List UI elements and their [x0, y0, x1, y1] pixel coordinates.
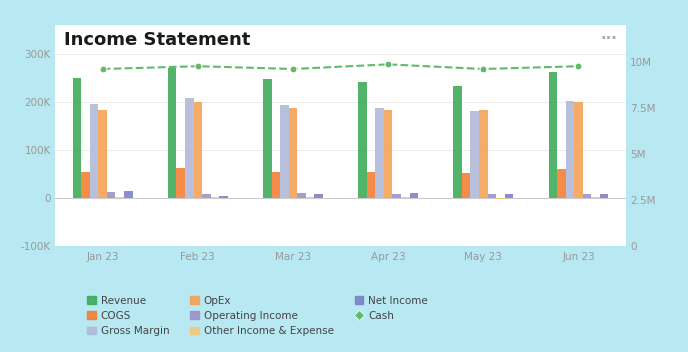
Bar [496, 198, 505, 199]
Bar [81, 172, 89, 198]
Bar [566, 101, 574, 198]
Bar [392, 194, 401, 198]
Bar [116, 197, 124, 198]
Text: ···: ··· [601, 31, 618, 46]
Bar [73, 78, 81, 198]
Bar [384, 110, 392, 198]
Bar [314, 194, 323, 198]
Bar [107, 193, 116, 198]
Bar [176, 168, 185, 198]
Bar [280, 105, 289, 198]
Bar [583, 194, 592, 198]
Bar [185, 98, 193, 198]
Bar [548, 72, 557, 198]
Bar [409, 193, 418, 198]
Bar [471, 112, 479, 198]
Bar [375, 108, 384, 198]
Bar [600, 194, 608, 198]
Bar [202, 194, 211, 198]
Bar [124, 191, 133, 198]
Bar [479, 110, 488, 198]
Bar [453, 86, 462, 198]
Bar [306, 197, 314, 198]
Bar [263, 78, 272, 198]
Bar [168, 68, 176, 198]
Bar [505, 194, 513, 198]
Legend: Revenue, COGS, Gross Margin, OpEx, Operating Income, Other Income & Expense, Net: Revenue, COGS, Gross Margin, OpEx, Opera… [83, 291, 432, 340]
Bar [401, 197, 409, 198]
Bar [289, 108, 297, 198]
Bar [272, 172, 280, 198]
Bar [219, 196, 228, 198]
Bar [488, 194, 496, 198]
Bar [462, 173, 471, 198]
Bar [557, 169, 566, 198]
Bar [211, 197, 219, 198]
Bar [89, 104, 98, 198]
Bar [592, 197, 600, 198]
Bar [98, 110, 107, 198]
Bar [574, 102, 583, 198]
Text: Income Statement: Income Statement [63, 31, 250, 49]
Bar [358, 82, 367, 198]
Bar [193, 102, 202, 198]
Bar [367, 172, 375, 198]
Bar [297, 193, 306, 198]
